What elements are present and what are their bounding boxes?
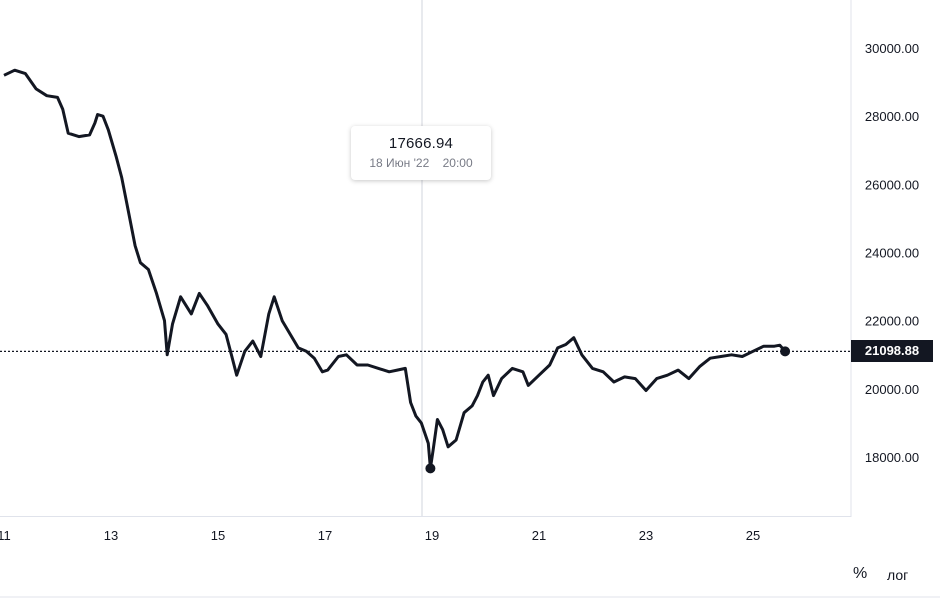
x-tick-label: 23: [639, 528, 653, 543]
percent-scale-button[interactable]: %: [853, 565, 868, 582]
x-tick-label: 17: [318, 528, 332, 543]
x-tick-label: 13: [104, 528, 118, 543]
price-line: [3, 68, 787, 470]
crosshair-point: [425, 463, 436, 474]
time-axis[interactable]: 11 13 15 17 19 21 23 25: [0, 528, 760, 543]
x-tick-label: 15: [211, 528, 225, 543]
y-tick-label: 24000.00: [865, 246, 919, 261]
y-tick-label: 28000.00: [865, 109, 919, 124]
x-tick-label: 11: [0, 528, 11, 543]
tooltip-time: 20:00: [442, 156, 473, 170]
crosshair-tooltip: 17666.94 18 Июн '22 20:00: [351, 126, 491, 180]
scale-controls: % лог: [0, 560, 940, 590]
x-tick-label: 19: [425, 528, 439, 543]
x-tick-label: 25: [746, 528, 760, 543]
y-tick-label: 30000.00: [865, 41, 919, 56]
x-tick-label: 21: [532, 528, 546, 543]
tooltip-price: 17666.94: [388, 135, 454, 152]
log-scale-button[interactable]: лог: [887, 567, 909, 583]
y-tick-label: 20000.00: [865, 382, 919, 397]
last-price-label: 21098.88: [851, 340, 933, 362]
price-series: [3, 68, 787, 470]
tooltip-datetime: 18 Июн '22 20:00: [351, 156, 491, 170]
y-tick-label: 26000.00: [865, 177, 919, 192]
y-tick-label: 18000.00: [865, 450, 919, 465]
tooltip-date: 18 Июн '22: [369, 156, 430, 170]
price-axis[interactable]: 30000.00 28000.00 26000.00 24000.00 22000.00…: [865, 41, 919, 465]
last-price-point: [780, 346, 791, 357]
y-tick-label: 22000.00: [865, 314, 919, 329]
